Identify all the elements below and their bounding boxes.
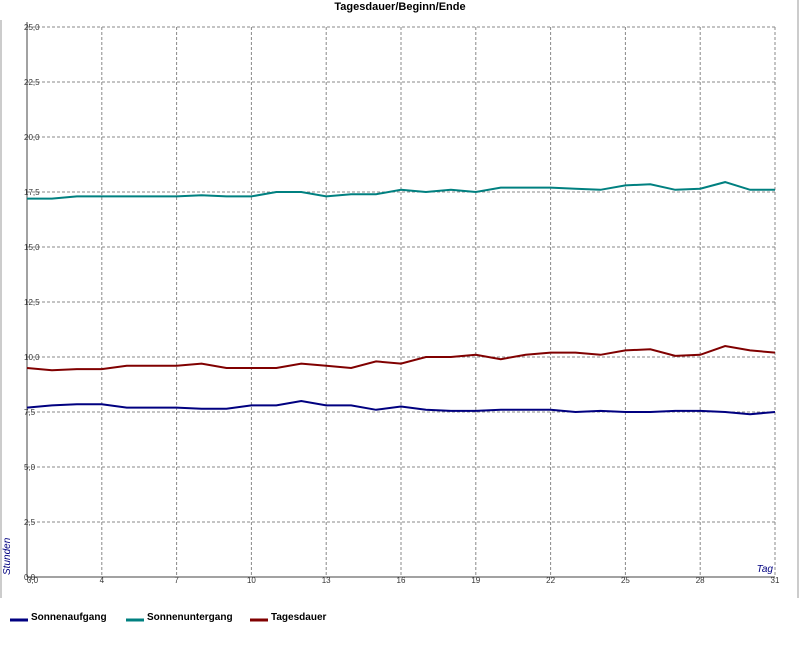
chart-title: Tagesdauer/Beginn/Ende — [334, 1, 465, 13]
x-tick-label: 28 — [696, 576, 705, 585]
y-tick-label: 17,5 — [24, 188, 40, 197]
x-tick-label: 7 — [174, 576, 179, 585]
x-tick-label: 22 — [546, 576, 555, 585]
y-tick-label: 20,0 — [24, 133, 40, 142]
y-tick-label: 2,5 — [24, 518, 36, 527]
legend-label: Sonnenuntergang — [147, 612, 233, 623]
legend-label: Sonnenaufgang — [31, 612, 107, 623]
series-line — [26, 399, 776, 416]
x-tick-label: 10 — [247, 576, 256, 585]
x-tick-label: 25 — [621, 576, 630, 585]
x-tick-label: 0,0 — [27, 576, 39, 585]
y-tick-label: 10,0 — [24, 353, 40, 362]
y-axis-label: Stunden — [2, 537, 13, 575]
y-tick-label: 7,5 — [24, 408, 36, 417]
x-tick-label: 19 — [471, 576, 480, 585]
series-line — [27, 181, 775, 200]
x-tick-label: 31 — [771, 576, 780, 585]
legend-label: Tagesdauer — [271, 612, 326, 623]
y-tick-label: 15,0 — [24, 243, 40, 252]
x-axis-label: Tag — [757, 564, 774, 575]
x-tick-label: 4 — [100, 576, 105, 585]
y-tick-label: 22,5 — [24, 78, 40, 87]
y-tick-label: 5,0 — [24, 463, 36, 472]
y-tick-label: 12,5 — [24, 298, 40, 307]
x-tick-label: 16 — [397, 576, 406, 585]
y-tick-label: 25,0 — [24, 23, 40, 32]
series-line — [26, 344, 776, 372]
x-tick-label: 13 — [322, 576, 331, 585]
